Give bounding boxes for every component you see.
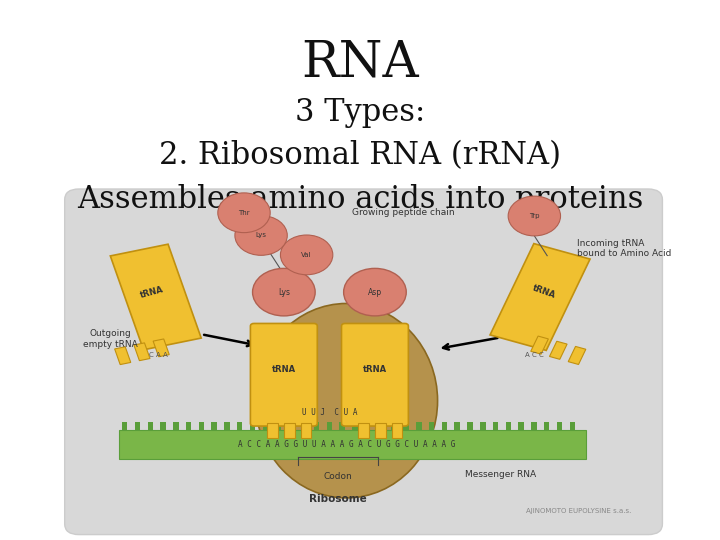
Text: tRNA: tRNA — [363, 366, 387, 374]
Polygon shape — [110, 244, 201, 350]
Bar — [429, 422, 434, 438]
Text: Asp: Asp — [368, 288, 382, 296]
Text: A C C A A G G U U A A A G A C U G G C U A A A G: A C C A A G G U U A A A G A C U G G C U … — [238, 440, 455, 449]
Text: Lys: Lys — [278, 288, 290, 296]
Bar — [135, 422, 140, 438]
Bar — [288, 422, 294, 438]
Bar — [557, 422, 562, 438]
Text: Codon: Codon — [323, 472, 352, 481]
Text: Messenger RNA: Messenger RNA — [464, 470, 536, 480]
Text: Lys: Lys — [256, 232, 266, 239]
Bar — [250, 422, 256, 438]
Bar — [314, 422, 319, 438]
Text: Ribosome: Ribosome — [309, 495, 366, 504]
Bar — [199, 422, 204, 438]
Bar — [284, 423, 294, 438]
Bar — [339, 422, 345, 438]
Bar — [301, 422, 307, 438]
Polygon shape — [114, 347, 131, 364]
Text: tRNA: tRNA — [271, 366, 296, 374]
FancyBboxPatch shape — [341, 323, 408, 426]
Bar — [119, 430, 585, 459]
Bar — [352, 422, 358, 438]
Bar — [365, 422, 370, 438]
Ellipse shape — [256, 303, 438, 498]
Circle shape — [281, 235, 333, 275]
Text: 2. Ribosomal RNA (rRNA): 2. Ribosomal RNA (rRNA) — [159, 140, 561, 171]
Circle shape — [235, 215, 287, 255]
Circle shape — [218, 193, 270, 233]
Text: tRNA: tRNA — [140, 285, 165, 300]
Text: RNA: RNA — [301, 38, 419, 87]
Text: tRNA: tRNA — [531, 284, 557, 300]
Circle shape — [253, 268, 315, 316]
Text: Growing peptide chain: Growing peptide chain — [352, 208, 455, 217]
Text: Outgoing
empty tRNA: Outgoing empty tRNA — [83, 329, 138, 349]
Bar — [518, 422, 524, 438]
Text: Assembles amino acids into proteins: Assembles amino acids into proteins — [77, 184, 643, 214]
Text: U U J  C U A: U U J C U A — [302, 408, 357, 416]
Polygon shape — [153, 339, 169, 357]
Text: Incoming tRNA
bound to Amino Acid: Incoming tRNA bound to Amino Acid — [577, 239, 672, 258]
Bar — [454, 422, 460, 438]
Text: A C C: A C C — [525, 352, 544, 359]
Text: Thr: Thr — [238, 210, 250, 216]
Text: Val: Val — [302, 252, 312, 258]
Bar — [327, 422, 332, 438]
Polygon shape — [549, 341, 567, 359]
Bar — [570, 422, 575, 438]
Bar — [403, 422, 409, 438]
Bar — [531, 422, 536, 438]
Bar — [122, 422, 127, 438]
Bar — [359, 423, 369, 438]
Bar — [416, 422, 421, 438]
Bar — [390, 422, 396, 438]
Text: 3 Types:: 3 Types: — [295, 97, 425, 128]
Polygon shape — [531, 336, 549, 354]
Polygon shape — [568, 347, 586, 364]
Bar — [544, 422, 549, 438]
Bar — [237, 422, 243, 438]
Bar — [375, 423, 386, 438]
FancyBboxPatch shape — [251, 323, 318, 426]
Bar — [300, 423, 311, 438]
Bar — [505, 422, 511, 438]
Circle shape — [343, 268, 406, 316]
Text: AJINOMOTO EUPOLYSINE s.a.s.: AJINOMOTO EUPOLYSINE s.a.s. — [526, 508, 631, 514]
Bar — [148, 422, 153, 438]
FancyBboxPatch shape — [65, 189, 662, 535]
Polygon shape — [490, 244, 590, 350]
Text: C A A: C A A — [149, 352, 168, 359]
Text: Trp: Trp — [529, 213, 539, 219]
Bar — [186, 422, 192, 438]
Bar — [467, 422, 473, 438]
Circle shape — [508, 196, 561, 236]
Polygon shape — [134, 343, 150, 361]
Bar — [441, 422, 447, 438]
Bar — [263, 422, 268, 438]
Bar — [480, 422, 485, 438]
Bar — [224, 422, 230, 438]
Bar — [173, 422, 179, 438]
Bar — [378, 422, 383, 438]
Bar — [267, 423, 278, 438]
Bar — [161, 422, 166, 438]
Bar — [493, 422, 498, 438]
Bar — [212, 422, 217, 438]
Bar — [276, 422, 281, 438]
Bar — [392, 423, 402, 438]
